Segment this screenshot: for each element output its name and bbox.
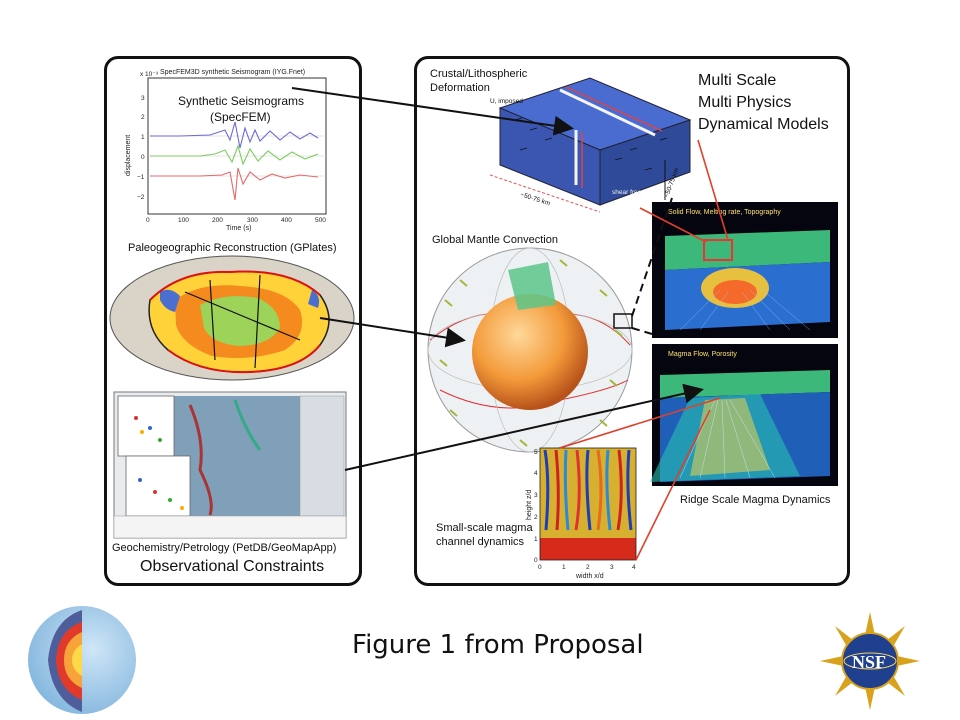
observational-constraints-panel (104, 56, 362, 586)
crustal-label-line2: Deformation (430, 82, 490, 94)
slide-title: Figure 1 from Proposal (352, 630, 644, 660)
channel-label-line2: channel dynamics (436, 536, 525, 548)
nsf-logo-text: NSF (852, 652, 886, 672)
models-label-line2: Multi Physics (698, 94, 792, 111)
channel-label-line1: Small-scale magma (436, 522, 533, 534)
ridge-scale-label: Ridge Scale Magma Dynamics (680, 494, 831, 506)
synthetic-seismograms-label: Synthetic Seismograms (178, 94, 305, 108)
global-mantle-label: Global Mantle Convection (432, 234, 558, 246)
observational-constraints-label: Observational Constraints (140, 558, 325, 575)
crustal-label-line1: Crustal/Lithospheric (430, 68, 528, 80)
models-label-line3: Dynamical Models (698, 116, 829, 133)
models-label-line1: Multi Scale (698, 72, 777, 89)
dynamical-models-panel (414, 56, 850, 586)
geochemistry-label: Geochemistry/Petrology (PetDB/GeoMapApp) (112, 542, 337, 554)
paleogeographic-label: Paleogeographic Reconstruction (GPlates) (128, 242, 337, 254)
specfem-label: (SpecFEM) (210, 110, 271, 124)
